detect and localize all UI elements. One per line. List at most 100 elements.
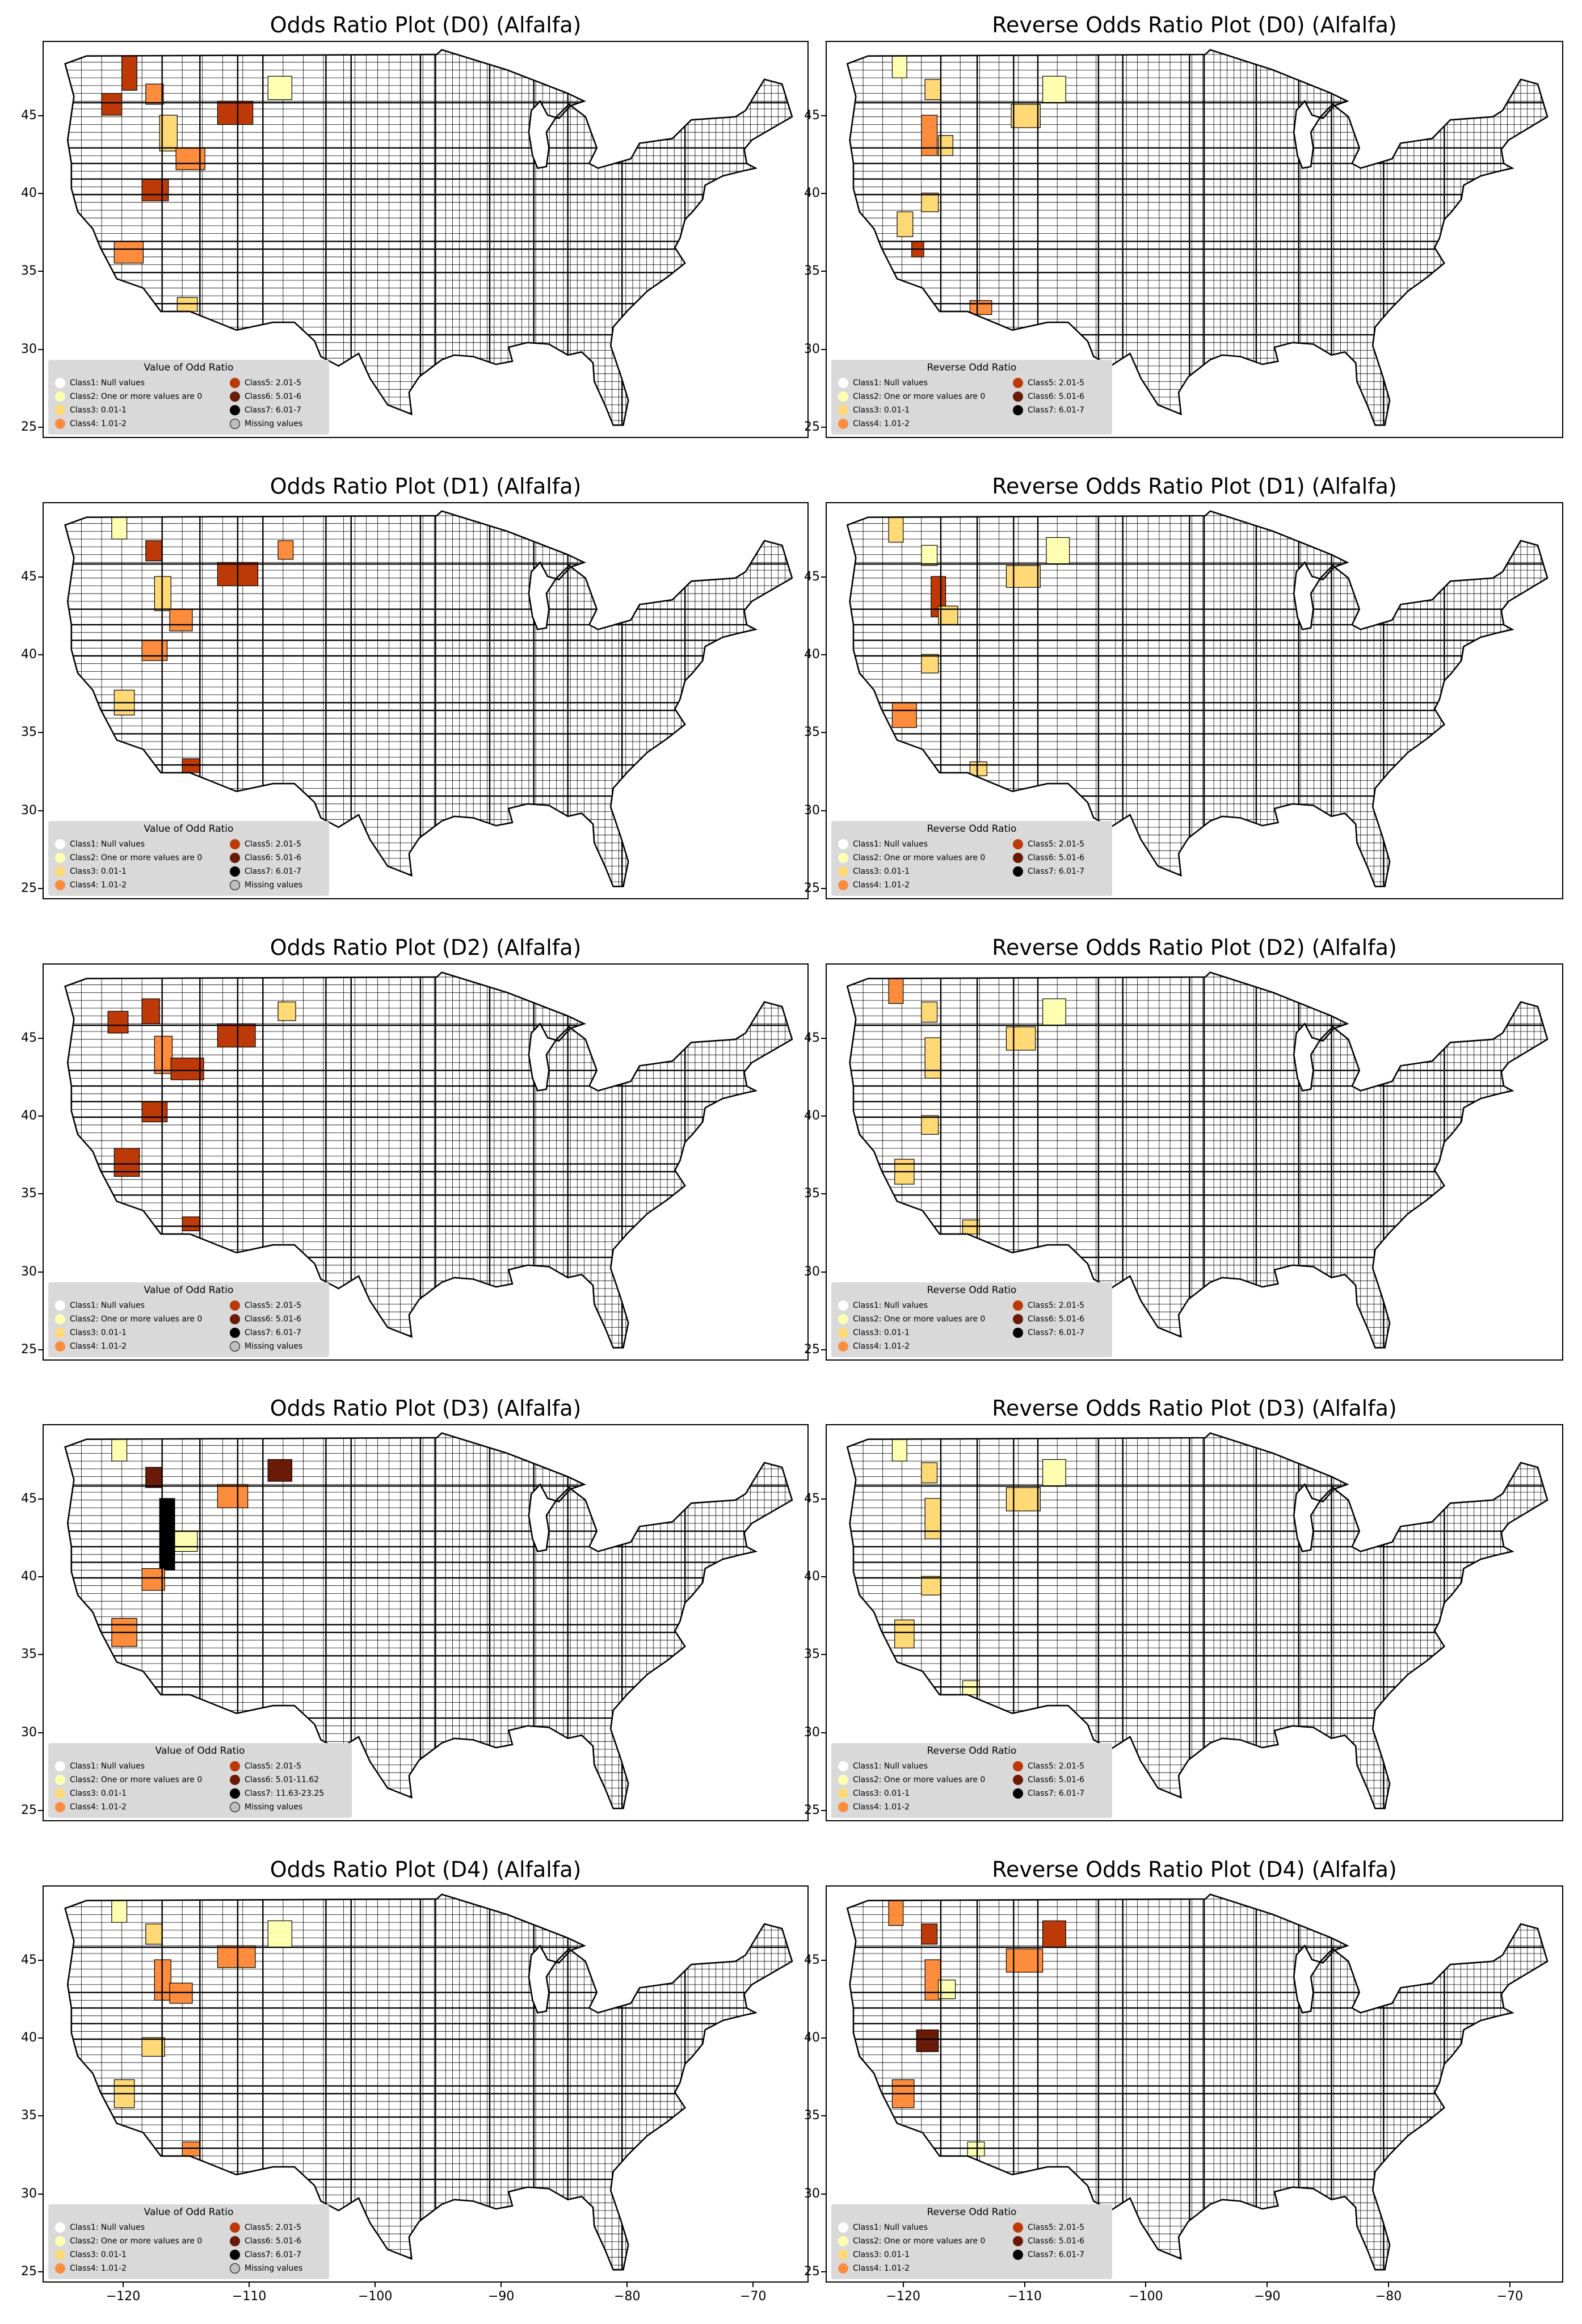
y-tick-label: 40: [804, 2031, 820, 2045]
legend: Reverse Odd Ratio Class1: Null values Clas…: [831, 2204, 1112, 2279]
legend-swatch: [230, 1802, 240, 1812]
y-tick-mark: [38, 2115, 43, 2117]
legend-item: Missing values: [230, 2263, 302, 2274]
highlighted-county: [277, 1001, 296, 1021]
legend-swatch: [1013, 1314, 1023, 1324]
y-tick-label: 45: [21, 108, 37, 123]
highlighted-county: [182, 2141, 200, 2157]
panel-title: Reverse Odds Ratio Plot (D4) (Alfalfa): [992, 1857, 1397, 1882]
legend-label: Class2: One or more values are 0: [853, 853, 986, 862]
legend-swatch: [838, 1328, 848, 1338]
legend-swatch: [55, 1300, 65, 1311]
map-panel: Reverse Odd Ratio Class1: Null values Clas…: [826, 963, 1563, 1361]
legend-item: Class5: 2.01-5: [230, 839, 301, 849]
legend: Reverse Odd Ratio Class1: Null values Clas…: [831, 1282, 1112, 1357]
map-panel: Value of Odd Ratio Class1: Null values Cla…: [43, 41, 809, 438]
y-tick-mark: [821, 1576, 826, 1578]
y-tick-label: 40: [804, 647, 820, 662]
legend-item: Class2: One or more values are 0: [55, 1775, 202, 1785]
highlighted-county: [921, 192, 939, 212]
us-outline: [846, 510, 1549, 887]
legend-label: Missing values: [245, 419, 303, 428]
highlighted-county: [924, 1498, 941, 1539]
x-tick-label: −80: [614, 2289, 641, 2304]
y-tick-mark: [38, 348, 43, 350]
legend-label: Class4: 1.01-2: [70, 419, 127, 428]
legend-label: Class4: 1.01-2: [70, 881, 127, 890]
y-tick-label: 40: [804, 1569, 820, 1584]
legend-label: Class1: Null values: [70, 2223, 145, 2232]
legend-label: Class3: 0.01-1: [853, 867, 910, 876]
legend-item: Class4: 1.01-2: [55, 880, 127, 890]
legend-swatch: [838, 391, 848, 402]
y-tick-mark: [38, 2271, 43, 2272]
us-land: [65, 1894, 792, 2270]
legend-swatch: [230, 2236, 240, 2246]
legend-swatch: [838, 2236, 848, 2246]
legend-swatch: [1013, 1775, 1023, 1785]
legend-item: Class7: 6.01-7: [1013, 1328, 1084, 1338]
us-county-map: [846, 1432, 1549, 1809]
legend-label: Class1: Null values: [70, 840, 145, 849]
y-tick-mark: [38, 732, 43, 734]
legend-label: Class6: 5.01-6: [245, 392, 302, 401]
legend-swatch: [230, 853, 240, 863]
us-county-map: [64, 510, 793, 887]
legend-item: Class2: One or more values are 0: [838, 853, 985, 863]
highlighted-county: [1005, 1948, 1044, 1973]
legend-swatch: [55, 405, 65, 415]
legend-swatch: [55, 2222, 65, 2233]
legend-swatch: [55, 391, 65, 402]
legend-swatch: [838, 2250, 848, 2260]
y-tick-label: 40: [21, 1569, 37, 1584]
y-tick-mark: [821, 1037, 826, 1039]
legend: Reverse Odd Ratio Class1: Null values Clas…: [831, 360, 1112, 435]
highlighted-county: [891, 1439, 907, 1462]
legend-label: Class1: Null values: [853, 840, 928, 849]
legend-item: Class4: 1.01-2: [838, 2263, 910, 2274]
y-tick-label: 30: [21, 2186, 37, 2201]
y-tick-mark: [38, 1115, 43, 1117]
legend-swatch: [1013, 1788, 1023, 1799]
legend-label: Class3: 0.01-1: [70, 406, 127, 415]
legend-label: Class7: 6.01-7: [245, 2250, 302, 2259]
y-tick-mark: [38, 115, 43, 116]
us-outline: [846, 49, 1549, 426]
highlighted-county: [267, 1920, 293, 1948]
x-tick-mark: [752, 2283, 754, 2287]
legend-label: Class6: 5.01-6: [1028, 853, 1085, 862]
legend-label: Class2: One or more values are 0: [70, 1775, 203, 1784]
y-tick-label: 35: [21, 1186, 37, 1201]
panel-title: Odds Ratio Plot (D3) (Alfalfa): [270, 1396, 582, 1421]
highlighted-county: [141, 1568, 165, 1591]
legend-item: Class3: 0.01-1: [838, 1788, 910, 1799]
legend-item: Class7: 6.01-7: [1013, 405, 1084, 415]
y-tick-mark: [821, 1193, 826, 1195]
legend-title: Reverse Odd Ratio: [927, 362, 1017, 373]
y-tick-label: 30: [21, 342, 37, 356]
legend-item: Class7: 6.01-7: [1013, 1788, 1084, 1799]
y-tick-mark: [38, 1576, 43, 1578]
legend-label: Class6: 5.01-6: [245, 853, 302, 862]
y-tick-label: 45: [21, 1952, 37, 1967]
legend-label: Class2: One or more values are 0: [70, 2237, 203, 2246]
legend-swatch: [1013, 839, 1023, 849]
highlighted-county: [111, 1439, 128, 1462]
y-tick-label: 25: [21, 2264, 37, 2279]
legend-label: Class1: Null values: [70, 378, 145, 388]
legend-swatch: [55, 1761, 65, 1771]
us-outline: [846, 1893, 1549, 2271]
legend-swatch: [55, 419, 65, 429]
legend-label: Class4: 1.01-2: [70, 2264, 127, 2273]
x-tick-mark: [249, 2283, 250, 2287]
y-tick-label: 30: [804, 1264, 820, 1279]
legend-label: Class2: One or more values are 0: [853, 1315, 986, 1324]
legend-item: Class5: 2.01-5: [230, 1300, 301, 1311]
legend-item: Class1: Null values: [55, 1300, 145, 1311]
highlighted-county: [141, 998, 160, 1024]
x-tick-mark: [375, 2283, 376, 2287]
legend-item: Class1: Null values: [838, 1300, 928, 1311]
legend-label: Class6: 5.01-6: [1028, 1315, 1085, 1324]
legend-label: Class1: Null values: [853, 1301, 928, 1310]
legend-item: Class5: 2.01-5: [1013, 378, 1084, 388]
